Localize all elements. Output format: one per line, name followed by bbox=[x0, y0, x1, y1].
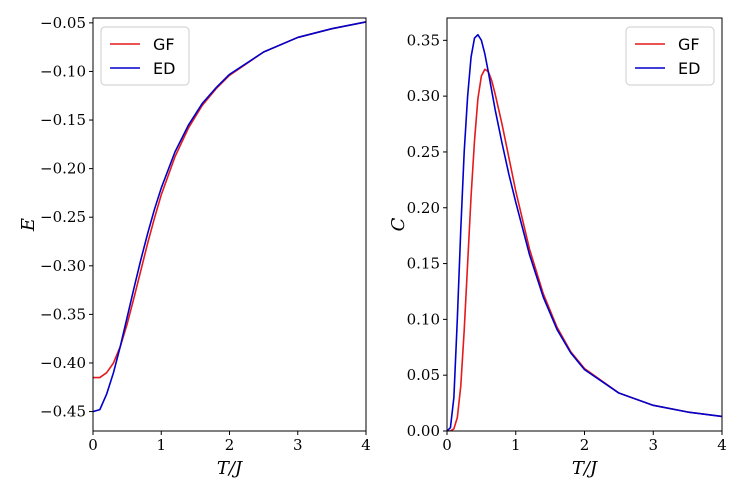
heat-capacity-series-ed-line bbox=[447, 33, 722, 431]
energy-legend-label-ed: ED bbox=[153, 59, 175, 78]
heat-capacity-x-tick-label: 4 bbox=[717, 436, 727, 454]
energy-legend-label-gf: GF bbox=[153, 35, 175, 54]
energy-legend-box bbox=[100, 26, 190, 86]
heat-capacity-panel: 0 1 2 3 4 0.00 0.05 0.10 0.15 0.20 0.25 0.30 0.35 T/J… bbox=[388, 17, 727, 479]
energy-y-tick-label: −0.35 bbox=[40, 305, 86, 323]
energy-y-tick-label: −0.05 bbox=[40, 14, 86, 32]
energy-y-tick-label: −0.30 bbox=[40, 257, 86, 275]
heat-capacity-legend: GF ED bbox=[625, 26, 715, 86]
heat-capacity-y-tick-label: 0.35 bbox=[407, 31, 440, 49]
energy-y-tick-label: −0.15 bbox=[40, 111, 86, 129]
energy-panel: 0 1 2 3 4 −0.45 −0.40 −0.35 −0.30 −0.25 −0.20 −0.15… bbox=[18, 14, 371, 479]
heat-capacity-x-tick-label: 0 bbox=[442, 436, 452, 454]
heat-capacity-y-tick-label: 0.05 bbox=[407, 366, 440, 384]
energy-x-tick-label: 0 bbox=[88, 436, 98, 454]
energy-y-tick-label: −0.20 bbox=[40, 160, 86, 178]
heat-capacity-y-tick-label: 0.30 bbox=[407, 87, 440, 105]
heat-capacity-x-tick-label: 3 bbox=[648, 436, 658, 454]
energy-y-tick-label: −0.45 bbox=[40, 403, 86, 421]
energy-x-tick-label: 1 bbox=[156, 436, 166, 454]
heat-capacity-y-tick-label: 0.00 bbox=[407, 422, 440, 440]
energy-y-axis-label: E bbox=[18, 218, 39, 232]
energy-x-axis-label: T/J bbox=[217, 458, 244, 479]
heat-capacity-x-tick-label: 1 bbox=[511, 436, 521, 454]
energy-y-tick-label: −0.10 bbox=[40, 62, 86, 80]
heat-capacity-series-gf-line bbox=[447, 68, 722, 431]
energy-legend: GF ED bbox=[100, 26, 190, 86]
heat-capacity-legend-label-gf: GF bbox=[678, 35, 700, 54]
energy-y-tick-label: −0.40 bbox=[40, 354, 86, 372]
heat-capacity-y-tick-label: 0.15 bbox=[407, 255, 440, 273]
heat-capacity-legend-box bbox=[625, 26, 715, 86]
heat-capacity-y-tick-label: 0.25 bbox=[407, 143, 440, 161]
heat-capacity-y-tick-label: 0.10 bbox=[407, 310, 440, 328]
heat-capacity-x-axis-label: T/J bbox=[572, 458, 599, 479]
heat-capacity-legend-label-ed: ED bbox=[678, 59, 700, 78]
energy-x-tick-label: 3 bbox=[293, 436, 303, 454]
energy-series-ed-line bbox=[93, 21, 366, 413]
energy-x-tick-label: 2 bbox=[225, 436, 235, 454]
heat-capacity-x-tick-label: 2 bbox=[580, 436, 590, 454]
heat-capacity-y-tick-label: 0.20 bbox=[407, 199, 440, 217]
heat-capacity-y-axis-label: C bbox=[388, 217, 409, 231]
energy-x-tick-label: 4 bbox=[361, 436, 371, 454]
energy-y-tick-label: −0.25 bbox=[40, 208, 86, 226]
